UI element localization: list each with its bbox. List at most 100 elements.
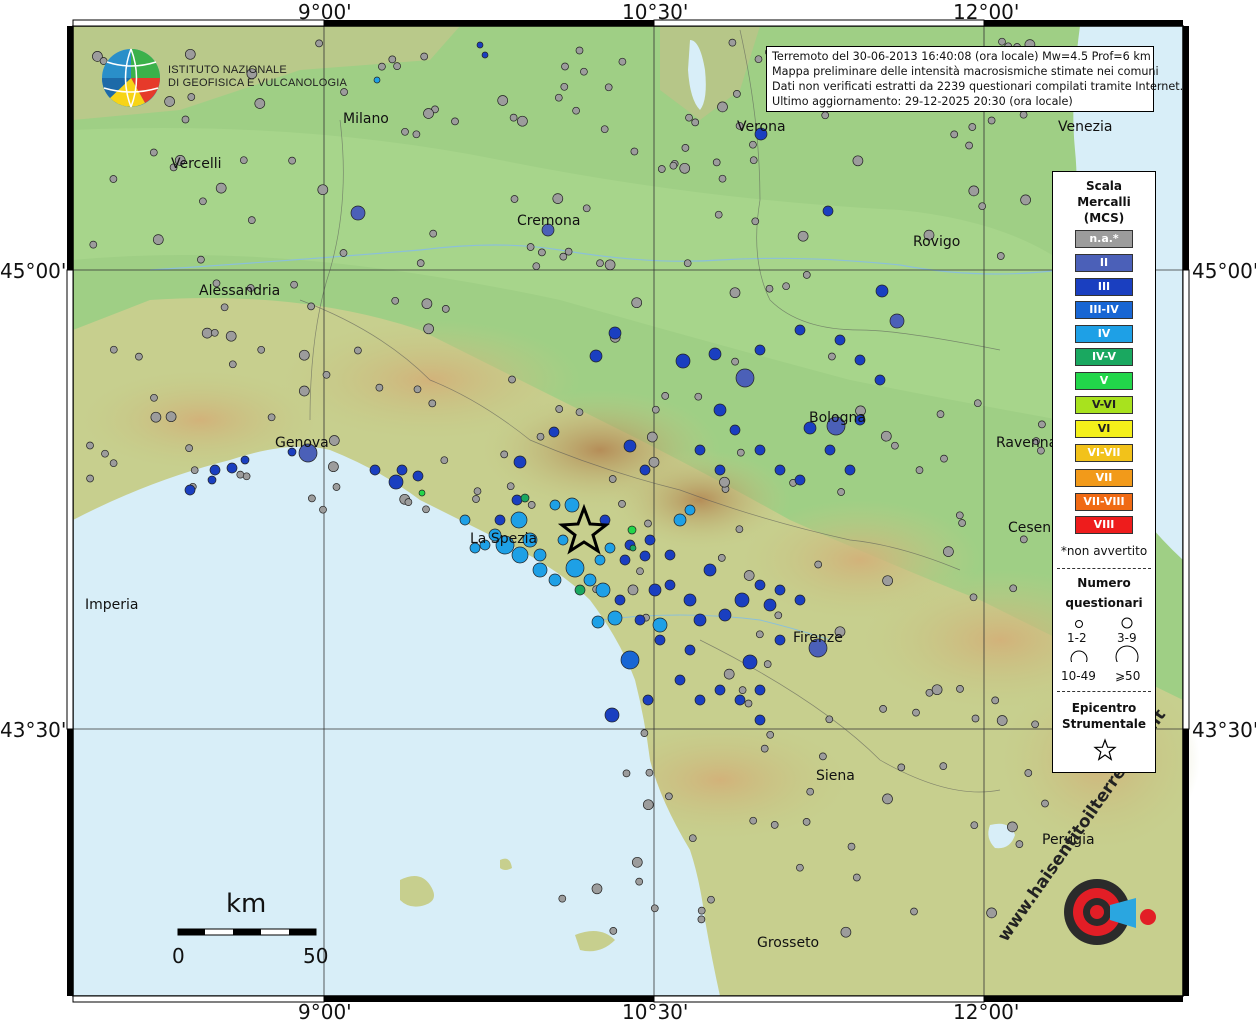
- intensity-point[interactable]: [683, 259, 692, 268]
- intensity-point[interactable]: [675, 353, 691, 369]
- intensity-point[interactable]: [631, 297, 643, 309]
- intensity-point[interactable]: [991, 696, 1000, 705]
- intensity-point[interactable]: [797, 230, 809, 242]
- intensity-point[interactable]: [308, 494, 316, 503]
- intensity-point[interactable]: [648, 456, 660, 468]
- intensity-point[interactable]: [1020, 194, 1031, 206]
- intensity-point[interactable]: [165, 411, 177, 423]
- intensity-point[interactable]: [500, 450, 509, 459]
- intensity-point[interactable]: [694, 444, 706, 456]
- intensity-point[interactable]: [589, 349, 603, 363]
- intensity-point[interactable]: [1019, 535, 1028, 544]
- intensity-point[interactable]: [558, 894, 567, 903]
- intensity-point[interactable]: [290, 280, 298, 289]
- intensity-point[interactable]: [226, 462, 238, 474]
- intensity-point[interactable]: [802, 818, 811, 826]
- intensity-point[interactable]: [522, 532, 538, 548]
- intensity-point[interactable]: [679, 162, 691, 174]
- intensity-point[interactable]: [743, 570, 755, 581]
- intensity-point[interactable]: [549, 499, 561, 511]
- intensity-point[interactable]: [420, 52, 429, 61]
- intensity-point[interactable]: [583, 573, 597, 587]
- intensity-point[interactable]: [754, 579, 766, 591]
- intensity-point[interactable]: [674, 674, 686, 686]
- intensity-point[interactable]: [714, 210, 723, 219]
- intensity-point[interactable]: [169, 163, 178, 172]
- intensity-point[interactable]: [575, 46, 584, 55]
- intensity-point[interactable]: [847, 842, 856, 851]
- intensity-point[interactable]: [642, 694, 654, 706]
- intensity-point[interactable]: [694, 694, 706, 706]
- intensity-point[interactable]: [1024, 769, 1033, 777]
- intensity-point[interactable]: [533, 548, 547, 562]
- intensity-point[interactable]: [149, 148, 158, 157]
- intensity-point[interactable]: [609, 927, 618, 935]
- intensity-point[interactable]: [369, 464, 381, 476]
- intensity-point[interactable]: [596, 259, 604, 268]
- intensity-point[interactable]: [755, 630, 764, 639]
- intensity-point[interactable]: [319, 505, 327, 514]
- intensity-point[interactable]: [423, 108, 434, 119]
- intensity-point[interactable]: [412, 470, 424, 482]
- intensity-point[interactable]: [559, 252, 568, 261]
- intensity-point[interactable]: [150, 393, 158, 402]
- intensity-point[interactable]: [388, 474, 404, 490]
- intensity-point[interactable]: [703, 563, 717, 577]
- intensity-point[interactable]: [207, 475, 217, 485]
- intensity-point[interactable]: [971, 714, 980, 723]
- intensity-point[interactable]: [973, 399, 982, 408]
- intensity-point[interactable]: [718, 174, 727, 183]
- intensity-point[interactable]: [135, 352, 143, 361]
- intensity-point[interactable]: [744, 699, 753, 708]
- intensity-point[interactable]: [664, 579, 676, 591]
- intensity-point[interactable]: [1015, 840, 1024, 848]
- intensity-point[interactable]: [575, 408, 584, 417]
- intensity-point[interactable]: [1009, 584, 1018, 593]
- intensity-point[interactable]: [910, 907, 918, 916]
- intensity-point[interactable]: [86, 441, 94, 450]
- intensity-point[interactable]: [86, 474, 94, 483]
- intensity-point[interactable]: [943, 546, 954, 557]
- intensity-point[interactable]: [618, 500, 626, 508]
- intensity-point[interactable]: [736, 448, 745, 457]
- intensity-point[interactable]: [350, 205, 366, 221]
- intensity-point[interactable]: [735, 121, 744, 130]
- intensity-point[interactable]: [190, 466, 199, 475]
- intensity-point[interactable]: [749, 156, 758, 165]
- intensity-point[interactable]: [526, 243, 535, 251]
- intensity-point[interactable]: [693, 613, 707, 627]
- intensity-point[interactable]: [555, 405, 564, 413]
- intensity-point[interactable]: [246, 284, 255, 292]
- intensity-point[interactable]: [267, 413, 276, 422]
- intensity-point[interactable]: [754, 714, 766, 726]
- intensity-point[interactable]: [834, 626, 846, 638]
- intensity-point[interactable]: [604, 259, 616, 271]
- intensity-point[interactable]: [608, 326, 622, 340]
- intensity-point[interactable]: [794, 324, 806, 336]
- intensity-point[interactable]: [712, 158, 721, 167]
- intensity-point[interactable]: [735, 368, 755, 388]
- intensity-point[interactable]: [844, 464, 856, 476]
- intensity-point[interactable]: [646, 431, 658, 443]
- intensity-point[interactable]: [950, 130, 959, 139]
- intensity-point[interactable]: [644, 534, 656, 546]
- intensity-point[interactable]: [580, 67, 588, 76]
- intensity-point[interactable]: [422, 505, 430, 514]
- intensity-point[interactable]: [754, 444, 766, 456]
- intensity-point[interactable]: [254, 98, 266, 109]
- intensity-point[interactable]: [648, 583, 662, 597]
- intensity-point[interactable]: [557, 534, 569, 546]
- intensity-point[interactable]: [199, 197, 207, 206]
- intensity-point[interactable]: [708, 347, 722, 361]
- intensity-point[interactable]: [185, 444, 193, 452]
- intensity-point[interactable]: [852, 873, 861, 882]
- intensity-point[interactable]: [986, 907, 997, 919]
- intensity-point[interactable]: [955, 511, 964, 520]
- intensity-point[interactable]: [635, 877, 644, 886]
- intensity-point[interactable]: [642, 799, 654, 811]
- intensity-point[interactable]: [604, 83, 613, 92]
- intensity-point[interactable]: [150, 411, 162, 423]
- intensity-point[interactable]: [665, 792, 673, 801]
- intensity-point[interactable]: [673, 513, 687, 527]
- intensity-point[interactable]: [669, 161, 678, 170]
